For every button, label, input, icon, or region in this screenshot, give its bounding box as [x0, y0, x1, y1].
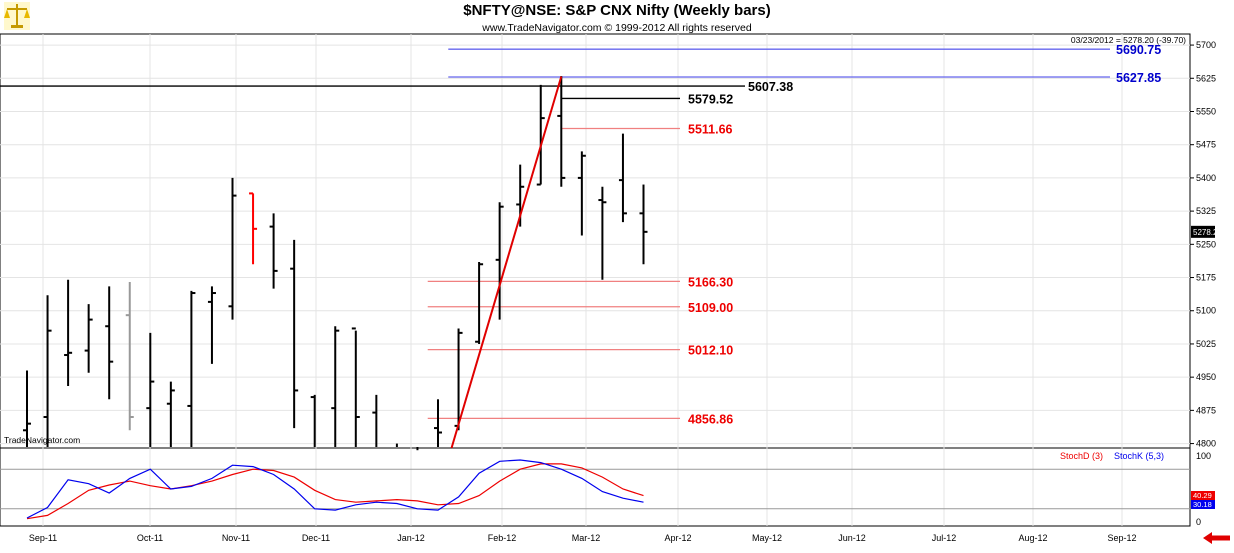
indicator-last-label: 30.18	[1193, 500, 1212, 509]
ohlc-bar	[105, 286, 114, 400]
copyright-text: www.TradeNavigator.com © 1999-2012 All r…	[481, 22, 752, 34]
indicator-tick-label: 0	[1196, 517, 1201, 527]
ohlc-bar	[351, 327, 360, 447]
level-label: 5109.00	[688, 301, 733, 315]
ohlc-bar	[290, 239, 299, 429]
x-tick-label: Nov-11	[222, 533, 250, 543]
grid-layer	[0, 34, 1190, 526]
x-tick-label: Jul-12	[932, 533, 957, 543]
y-tick-label: 5100	[1196, 306, 1216, 316]
ohlc-bar	[475, 262, 484, 344]
level-label: 5511.66	[688, 122, 733, 136]
ohlc-bar	[146, 332, 155, 447]
indicator-last-box	[1191, 491, 1215, 500]
trend-layer	[450, 76, 563, 449]
ohlc-bar	[187, 290, 196, 447]
ohlc-bar	[269, 213, 278, 289]
ohlc-bar	[331, 326, 340, 447]
y-tick-label: 4950	[1196, 372, 1216, 382]
y-tick-label: 5325	[1196, 206, 1216, 216]
x-tick-label: Oct-11	[137, 533, 163, 543]
indicator-last-box	[1191, 500, 1215, 509]
left-arrow-icon[interactable]	[1200, 531, 1232, 546]
x-tick-label: Sep-11	[29, 533, 57, 543]
ohlc-bar	[434, 399, 442, 447]
x-tick-label: Apr-12	[664, 533, 691, 543]
level-label: 4856.86	[688, 412, 733, 426]
x-tick-label: Mar-12	[572, 533, 601, 543]
watermark-text: TradeNavigator.com	[4, 435, 80, 445]
y-tick-label: 4800	[1196, 439, 1216, 449]
x-tick-label: May-12	[752, 533, 782, 543]
ohlc-bar	[536, 84, 545, 186]
x-tick-label: Jun-12	[838, 533, 866, 543]
x-tick-label: Feb-12	[488, 533, 517, 543]
y-tick-label: 5025	[1196, 339, 1216, 349]
ohlc-bar	[84, 304, 93, 373]
x-tick-label: Sep-12	[1107, 533, 1136, 543]
level-label: 5690.75	[1116, 43, 1161, 57]
x-tick-label: Aug-12	[1018, 533, 1047, 543]
quote-text: 03/23/2012 = 5278.20 (-39.70)	[1071, 35, 1186, 45]
stoch-d-line	[26, 463, 644, 520]
y-tick-label: 5400	[1196, 173, 1216, 183]
ohlc-bar	[166, 381, 175, 447]
ohlc-bar	[228, 177, 237, 320]
indicator-tick-label: 100	[1196, 451, 1211, 461]
ohlc-bar	[598, 186, 607, 280]
last-price-label: 5278.20	[1193, 228, 1222, 237]
price-panel	[0, 33, 1191, 449]
x-tick-label: Jan-12	[397, 533, 425, 543]
ohlc-bar	[618, 133, 627, 223]
ohlc-bar	[23, 370, 31, 447]
level-label: 5012.10	[688, 344, 733, 358]
last-price-box	[1191, 225, 1215, 238]
y-tick-label: 5625	[1196, 73, 1216, 83]
chart-title: $NFTY@NSE: S&P CNX Nifty (Weekly bars)	[463, 2, 770, 19]
y-tick-label: 4875	[1196, 405, 1216, 415]
ohlc-bar	[207, 286, 216, 364]
scales-logo-icon	[4, 2, 30, 30]
ohlc-bar	[495, 202, 504, 320]
ohlc-bar	[64, 279, 73, 387]
level-label: 5166.30	[688, 275, 733, 289]
stoch-k-line	[26, 459, 644, 519]
ohlc-bar	[577, 151, 586, 236]
y-tick-label: 5700	[1196, 40, 1216, 50]
ohlc-bar	[125, 281, 134, 431]
y-tick-label: 5475	[1196, 140, 1216, 150]
ohlc-bar	[310, 394, 316, 447]
y-tick-label: 5550	[1196, 106, 1216, 116]
ohlc-bar	[43, 295, 52, 447]
legend-stoch-k: StochK (5,3)	[1114, 451, 1164, 461]
level-label: 5627.85	[1116, 71, 1161, 85]
indicator-last-label: 40.29	[1193, 491, 1212, 500]
ohlc-bar	[372, 394, 378, 447]
legend-stoch-d: StochD (3)	[1060, 451, 1103, 461]
ohlc-bar	[249, 192, 258, 265]
ohlc-bar	[557, 76, 566, 187]
ohlc-bar	[639, 184, 648, 265]
level-layer: 5690.75 5627.85 5607.38 5579.52 5511.66 5166.…	[0, 43, 1161, 426]
x-tick-label: Dec-11	[302, 533, 330, 543]
trend-line	[450, 76, 563, 449]
bar-layer	[23, 76, 648, 451]
level-label: 5579.52	[688, 92, 733, 106]
axis-layer: Sep-11 Oct-11 Nov-11 Dec-11 Jan-12 Feb-12 Mar-…	[29, 40, 1223, 543]
y-tick-label: 5175	[1196, 273, 1216, 283]
y-tick-label: 5250	[1196, 239, 1216, 249]
level-label: 5607.38	[748, 80, 793, 94]
indicator-panel	[0, 447, 1191, 527]
